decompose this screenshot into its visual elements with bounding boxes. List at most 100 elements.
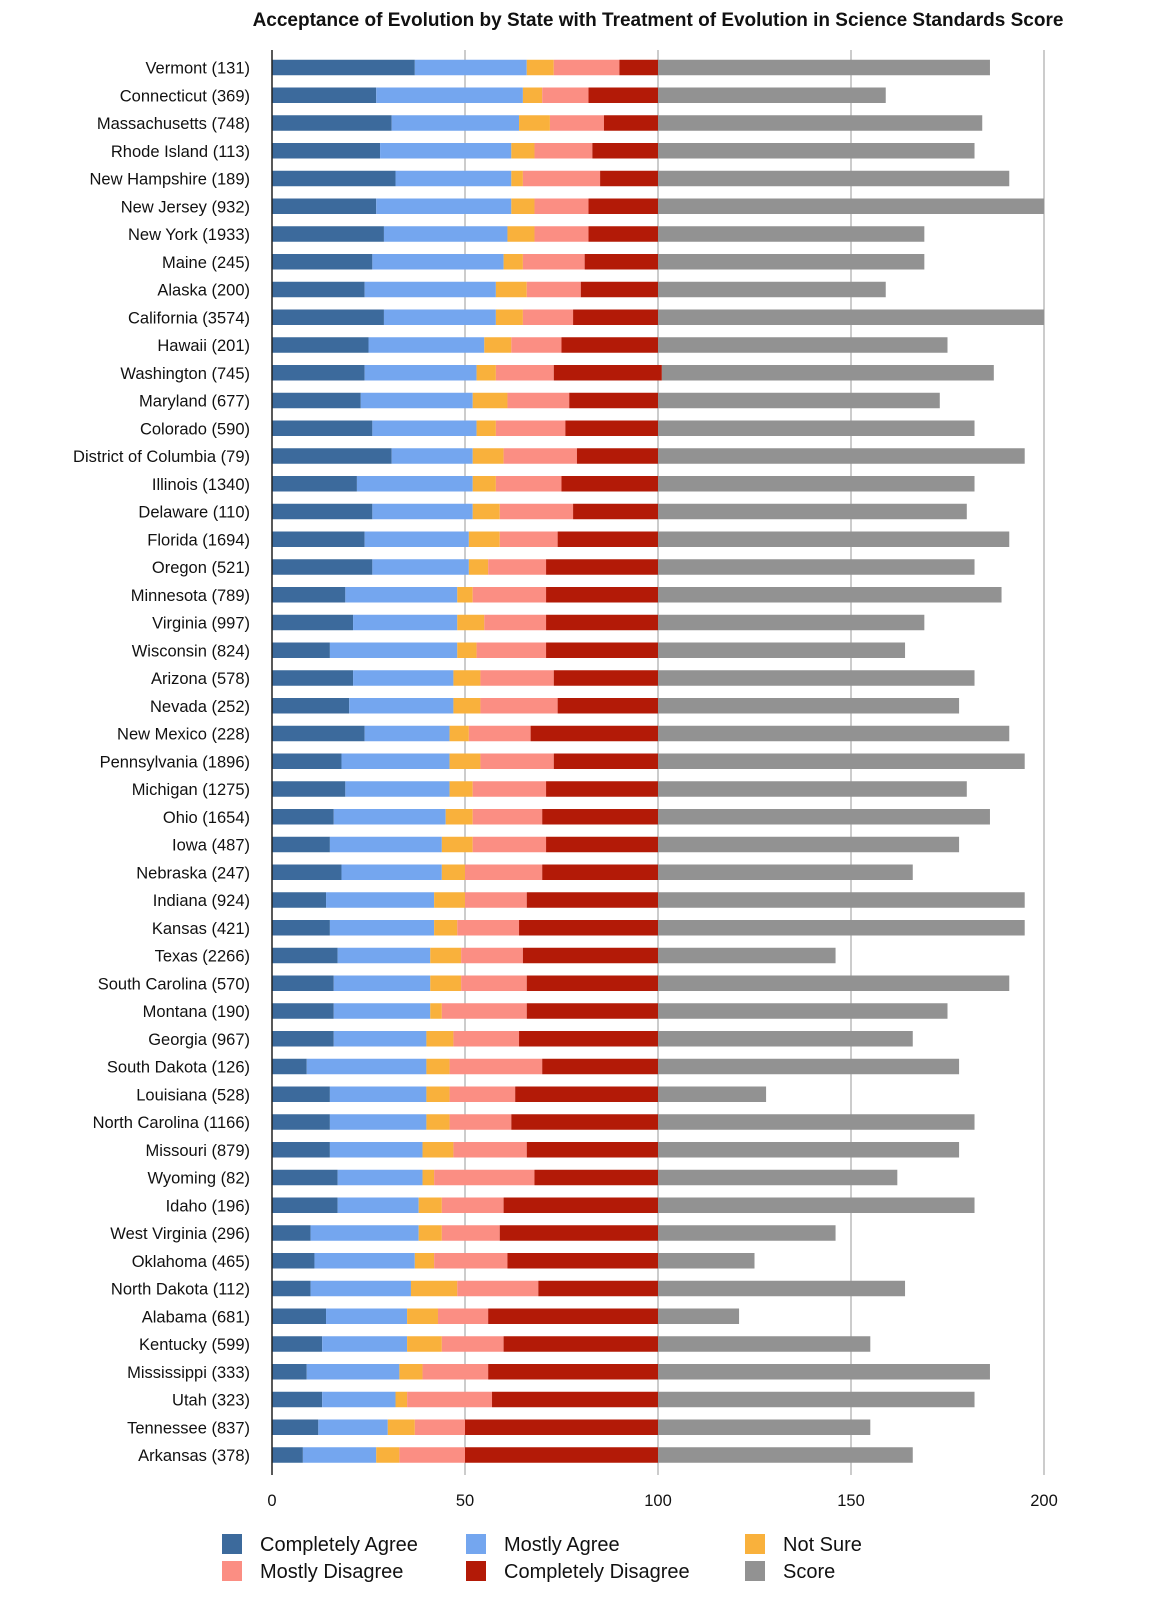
bar-completely-disagree-idaho: [503, 1197, 658, 1213]
bar-not-sure-idaho: [418, 1197, 442, 1213]
bar-completely-disagree-colorado: [565, 420, 658, 436]
bar-score-delaware: [658, 503, 967, 520]
bar-score-arkansas: [658, 1447, 913, 1463]
y-tick-label: New York (1933): [128, 226, 250, 244]
bars: [272, 59, 1044, 1463]
y-tick-label: Illinois (1340): [152, 476, 250, 494]
bar-row-south-dakota: [272, 1058, 960, 1075]
bar-completely-agree-rhode-island: [272, 143, 381, 159]
bar-mostly-agree-west-virginia: [310, 1225, 419, 1241]
bar-mostly-disagree-arizona: [480, 670, 554, 686]
bar-row-pennsylvania: [272, 753, 1025, 769]
bar-mostly-disagree-florida: [499, 531, 558, 547]
y-tick-label: Oregon (521): [152, 559, 250, 577]
bar-mostly-agree-mississippi: [306, 1364, 400, 1380]
bar-score-missouri: [658, 1142, 960, 1158]
bar-completely-disagree-vermont: [619, 59, 658, 76]
bar-score-new-jersey: [658, 198, 1044, 214]
bar-row-michigan: [272, 781, 967, 797]
bar-mostly-agree-oregon: [372, 559, 469, 575]
y-tick-label: New Hampshire (189): [90, 171, 250, 189]
bar-not-sure-utah: [395, 1391, 408, 1408]
bar-mostly-agree-iowa: [329, 836, 442, 853]
bar-mostly-agree-minnesota: [345, 587, 458, 603]
bar-not-sure-texas: [430, 947, 462, 964]
y-tick-label: Georgia (967): [148, 1031, 250, 1049]
bar-mostly-agree-colorado: [372, 420, 477, 436]
bar-mostly-agree-maryland: [360, 392, 473, 409]
bar-row-iowa: [272, 836, 960, 853]
bar-completely-disagree-montana: [526, 1003, 658, 1019]
bar-mostly-disagree-tennessee: [414, 1419, 465, 1435]
bar-not-sure-new-hampshire: [511, 170, 523, 187]
bar-completely-disagree-hawaii: [561, 337, 658, 353]
bar-row-oregon: [272, 559, 975, 575]
bar-not-sure-california: [495, 309, 523, 325]
legend-label-mostly-agree: Mostly Agree: [504, 1534, 620, 1556]
bar-mostly-agree-new-york: [383, 226, 508, 242]
bar-row-maine: [272, 254, 925, 270]
x-tick-label-50: 50: [456, 1492, 474, 1510]
bar-mostly-disagree-pennsylvania: [480, 753, 554, 769]
bar-not-sure-alaska: [495, 281, 527, 298]
bar-completely-agree-district-of-columbia: [272, 448, 392, 464]
bar-not-sure-washington: [476, 365, 496, 381]
bar-completely-disagree-wyoming: [534, 1169, 658, 1186]
bar-completely-disagree-pennsylvania: [553, 753, 658, 769]
bar-score-montana: [658, 1003, 948, 1019]
bar-completely-agree-new-jersey: [272, 198, 377, 214]
x-tick-label-100: 100: [644, 1492, 672, 1510]
bar-mostly-disagree-washington: [495, 365, 554, 381]
bar-not-sure-indiana: [434, 892, 465, 908]
bar-score-ohio: [658, 809, 990, 825]
bar-not-sure-alabama: [407, 1308, 438, 1324]
bar-score-texas: [658, 947, 836, 964]
bar-mostly-disagree-maryland: [507, 392, 570, 409]
bar-row-alaska: [272, 281, 886, 298]
bar-completely-agree-louisiana: [272, 1086, 330, 1102]
bar-mostly-agree-virginia: [353, 614, 458, 631]
bar-completely-disagree-north-dakota: [538, 1280, 658, 1297]
bar-completely-agree-oklahoma: [272, 1253, 315, 1269]
bar-row-california: [272, 309, 1044, 325]
bar-score-georgia: [658, 1031, 913, 1047]
bar-mostly-agree-delaware: [372, 503, 473, 520]
bar-mostly-agree-texas: [337, 947, 431, 964]
bar-mostly-disagree-hawaii: [511, 337, 562, 353]
legend-swatch-mostly-agree: [466, 1534, 486, 1554]
bar-score-michigan: [658, 781, 967, 797]
bar-completely-disagree-massachusetts: [603, 115, 658, 131]
bar-row-new-york: [272, 226, 925, 242]
bar-score-washington: [661, 365, 994, 381]
bar-mostly-disagree-nebraska: [465, 864, 543, 880]
bar-mostly-agree-oklahoma: [314, 1253, 415, 1269]
bar-not-sure-michigan: [449, 781, 473, 797]
bar-score-maryland: [658, 392, 940, 409]
bar-mostly-disagree-north-carolina: [449, 1114, 512, 1130]
bar-completely-disagree-florida: [557, 531, 658, 547]
bar-completely-disagree-mississippi: [488, 1364, 658, 1380]
bar-mostly-agree-massachusetts: [391, 115, 520, 131]
bar-completely-agree-north-dakota: [272, 1280, 311, 1297]
bar-mostly-disagree-kentucky: [441, 1336, 504, 1352]
x-axis-ticks: 0 50 100 150 200: [267, 1492, 1057, 1510]
bar-not-sure-nebraska: [441, 864, 465, 880]
y-tick-label: Hawaii (201): [157, 337, 250, 355]
bar-not-sure-louisiana: [426, 1086, 450, 1102]
bar-completely-agree-pennsylvania: [272, 753, 342, 769]
bar-completely-agree-maryland: [272, 392, 361, 409]
bar-mostly-disagree-district-of-columbia: [503, 448, 577, 464]
bar-mostly-agree-california: [383, 309, 496, 325]
bar-mostly-disagree-texas: [461, 947, 523, 964]
bar-mostly-disagree-indiana: [465, 892, 527, 908]
bar-row-idaho: [272, 1197, 975, 1213]
legend-label-not-sure: Not Sure: [783, 1534, 862, 1556]
bar-row-ohio: [272, 809, 990, 825]
bar-score-rhode-island: [658, 143, 975, 159]
bar-completely-agree-ohio: [272, 809, 334, 825]
y-tick-label: Arizona (578): [151, 670, 250, 688]
bar-completely-disagree-alabama: [488, 1308, 658, 1324]
bar-mostly-disagree-new-mexico: [468, 725, 531, 742]
bar-completely-disagree-tennessee: [465, 1419, 658, 1435]
bar-not-sure-iowa: [441, 836, 473, 853]
